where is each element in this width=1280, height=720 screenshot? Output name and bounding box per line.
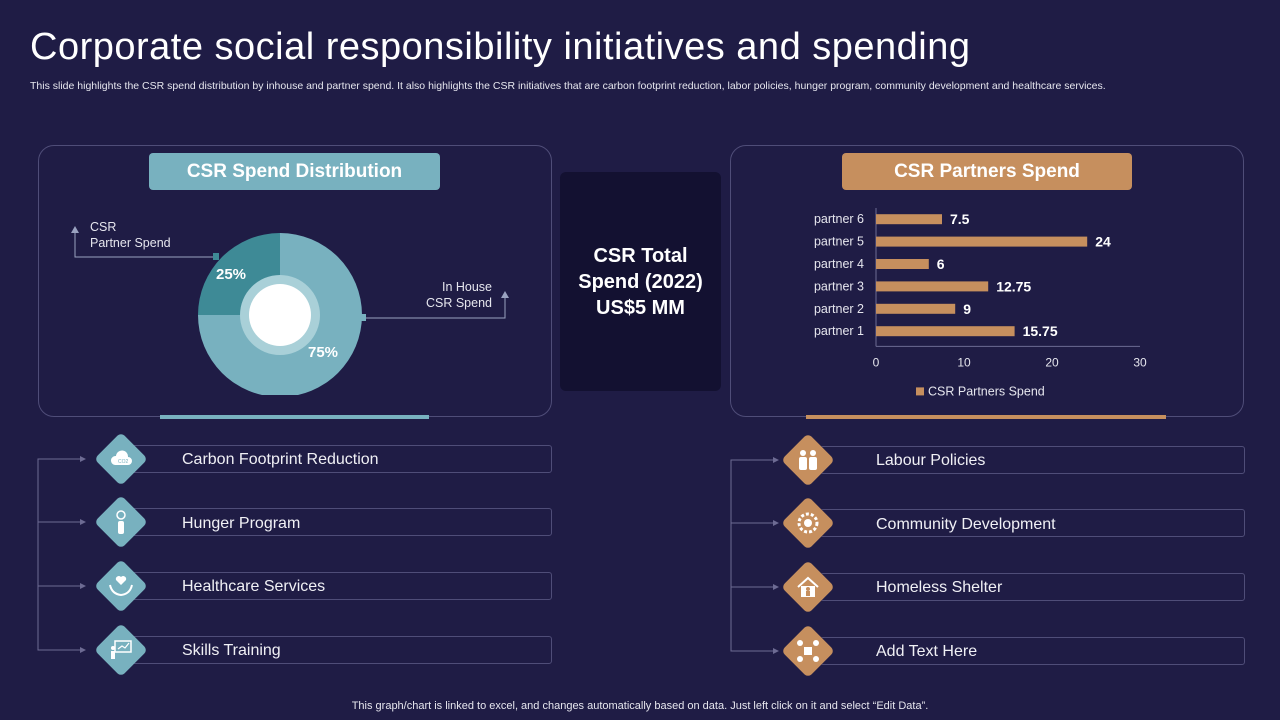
network-people-icon bbox=[790, 633, 826, 669]
workers-icon bbox=[790, 442, 826, 478]
partners-bar-chart: partner 1 15.75 partner 2 9 partner 3 12.75 pa… bbox=[814, 208, 1147, 398]
presentation-board-icon bbox=[103, 632, 139, 668]
list-item-label: Homeless Shelter bbox=[876, 579, 1003, 596]
house-person-icon bbox=[790, 569, 826, 605]
list-item-label: Healthcare Services bbox=[182, 578, 326, 595]
bar-partner-1 bbox=[876, 326, 1015, 337]
left-panel-accent-bar bbox=[160, 415, 429, 419]
bar-value-label: 24 bbox=[1095, 234, 1111, 250]
right-panel-accent-bar bbox=[806, 415, 1166, 419]
left-list-connector bbox=[37, 456, 86, 653]
partner-callout-arrow bbox=[71, 226, 79, 233]
inhouse-percent-label: 75% bbox=[308, 344, 339, 361]
x-tick-label: 10 bbox=[957, 355, 971, 369]
inhouse-callout-line bbox=[363, 295, 506, 319]
bar-partner-4 bbox=[876, 259, 929, 269]
inhouse-callout-arrow bbox=[501, 291, 509, 298]
bar-category-label: partner 6 bbox=[814, 212, 864, 226]
partners-spend-header: CSR Partners Spend bbox=[842, 153, 1132, 190]
cloud-co2-icon: CO2 bbox=[103, 441, 139, 477]
page-subtitle: This slide highlights the CSR spend dist… bbox=[30, 80, 1106, 92]
list-item-label: Carbon Footprint Reduction bbox=[182, 451, 379, 468]
csr-total-spend-text: CSR Total Spend (2022) US$5 MM bbox=[578, 244, 703, 319]
x-tick-label: 0 bbox=[873, 355, 880, 369]
footer-note: This graph/chart is linked to excel, and… bbox=[351, 700, 929, 712]
bar-value-label: 12.75 bbox=[996, 278, 1031, 294]
bar-category-label: partner 5 bbox=[814, 235, 864, 249]
partner-callout-line bbox=[74, 230, 216, 258]
csr-total-spend-box: CSR Total Spend (2022) US$5 MM bbox=[560, 172, 721, 391]
list-item-label: Labour Policies bbox=[876, 452, 986, 469]
list-item-label: Add Text Here bbox=[876, 643, 978, 660]
list-item-label: Hunger Program bbox=[182, 515, 301, 532]
bar-partner-5 bbox=[876, 236, 1088, 247]
bar-category-label: partner 3 bbox=[814, 279, 864, 293]
list-item-label: Skills Training bbox=[182, 642, 281, 659]
bar-partner-3 bbox=[876, 281, 989, 292]
x-tick-label: 20 bbox=[1045, 355, 1059, 369]
bar-value-label: 6 bbox=[937, 256, 945, 272]
page-title: Corporate social responsibility initiati… bbox=[30, 26, 971, 68]
svg-text:CO2: CO2 bbox=[118, 459, 129, 465]
partner-spend-label: CSR Partner Spend bbox=[90, 220, 171, 250]
hungry-person-icon bbox=[103, 504, 139, 540]
callout-lines bbox=[71, 226, 509, 321]
donut-chart bbox=[198, 233, 362, 395]
inhouse-spend-label: In House CSR Spend bbox=[425, 280, 492, 310]
partner-percent-label: 25% bbox=[216, 266, 247, 283]
bar-value-label: 9 bbox=[963, 301, 971, 317]
right-list-connector bbox=[730, 457, 779, 654]
community-gear-icon bbox=[790, 505, 826, 541]
legend-swatch bbox=[916, 387, 924, 396]
donut-center bbox=[249, 284, 311, 346]
bar-value-label: 15.75 bbox=[1023, 323, 1058, 339]
bar-partner-6 bbox=[876, 214, 942, 225]
hands-heart-icon bbox=[103, 568, 139, 604]
spend-distribution-header: CSR Spend Distribution bbox=[149, 153, 440, 190]
bar-partner-2 bbox=[876, 303, 956, 314]
list-item-label: Community Development bbox=[876, 516, 1056, 533]
bar-category-label: partner 4 bbox=[814, 257, 864, 271]
bar-value-label: 7.5 bbox=[950, 211, 970, 227]
bar-category-label: partner 1 bbox=[814, 324, 864, 338]
bar-category-label: partner 2 bbox=[814, 302, 864, 316]
donut-slice-inhouse bbox=[198, 233, 362, 395]
x-tick-label: 30 bbox=[1133, 355, 1147, 369]
legend-label: CSR Partners Spend bbox=[928, 384, 1045, 398]
